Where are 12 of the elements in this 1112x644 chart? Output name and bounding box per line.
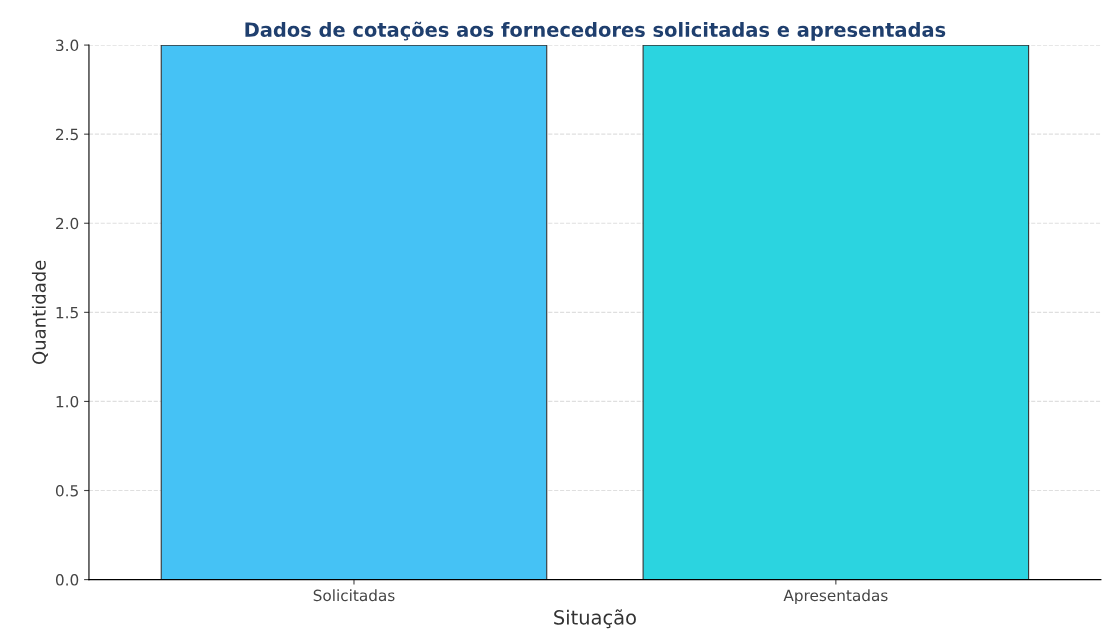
x-tick-label: Solicitadas <box>313 589 395 602</box>
y-tick-label: 2.0 <box>56 217 79 230</box>
y-tick-label: 2.5 <box>56 128 78 141</box>
y-tick-label: 1.5 <box>56 307 78 319</box>
y-tick-label: 1.0 <box>56 395 79 408</box>
y-tick-label: 0.5 <box>55 484 78 497</box>
chart-title: Dados de cotações aos fornecedores solicitadas e apresentadas <box>245 21 946 41</box>
y-tick-label: 0.0 <box>55 574 79 586</box>
x-axis-title: Situação <box>554 609 636 629</box>
y-tick-label: 3.0 <box>56 39 79 52</box>
y-axis-title: Quantidade <box>31 260 48 365</box>
x-tick-label: Apresentadas <box>783 589 888 605</box>
